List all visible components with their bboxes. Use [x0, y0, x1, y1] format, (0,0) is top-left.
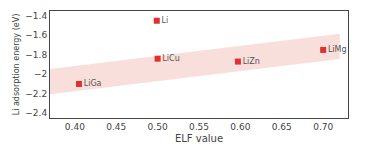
svg-text:−1.8: −1.8 [25, 50, 47, 60]
svg-text:0.40: 0.40 [65, 122, 85, 132]
svg-text:−1.4: −1.4 [25, 11, 47, 21]
svg-text:−2: −2 [34, 69, 47, 79]
svg-text:LiZn: LiZn [243, 57, 260, 66]
svg-text:ELF value: ELF value [175, 133, 223, 144]
svg-text:Li adsorption energy (eV): Li adsorption energy (eV) [12, 14, 21, 116]
svg-text:0.50: 0.50 [148, 122, 168, 132]
svg-text:LiGa: LiGa [84, 79, 102, 88]
svg-text:0.70: 0.70 [313, 122, 333, 132]
svg-text:−2.4: −2.4 [25, 108, 47, 118]
svg-text:0.65: 0.65 [272, 122, 292, 132]
svg-text:Li: Li [162, 16, 169, 25]
svg-text:0.55: 0.55 [189, 122, 209, 132]
svg-text:LiMg: LiMg [328, 45, 347, 54]
svg-text:0.45: 0.45 [106, 122, 126, 132]
svg-text:−1.6: −1.6 [25, 30, 47, 40]
svg-text:0.60: 0.60 [230, 122, 250, 132]
svg-text:LiCu: LiCu [162, 54, 179, 63]
svg-text:−2.2: −2.2 [25, 89, 47, 99]
